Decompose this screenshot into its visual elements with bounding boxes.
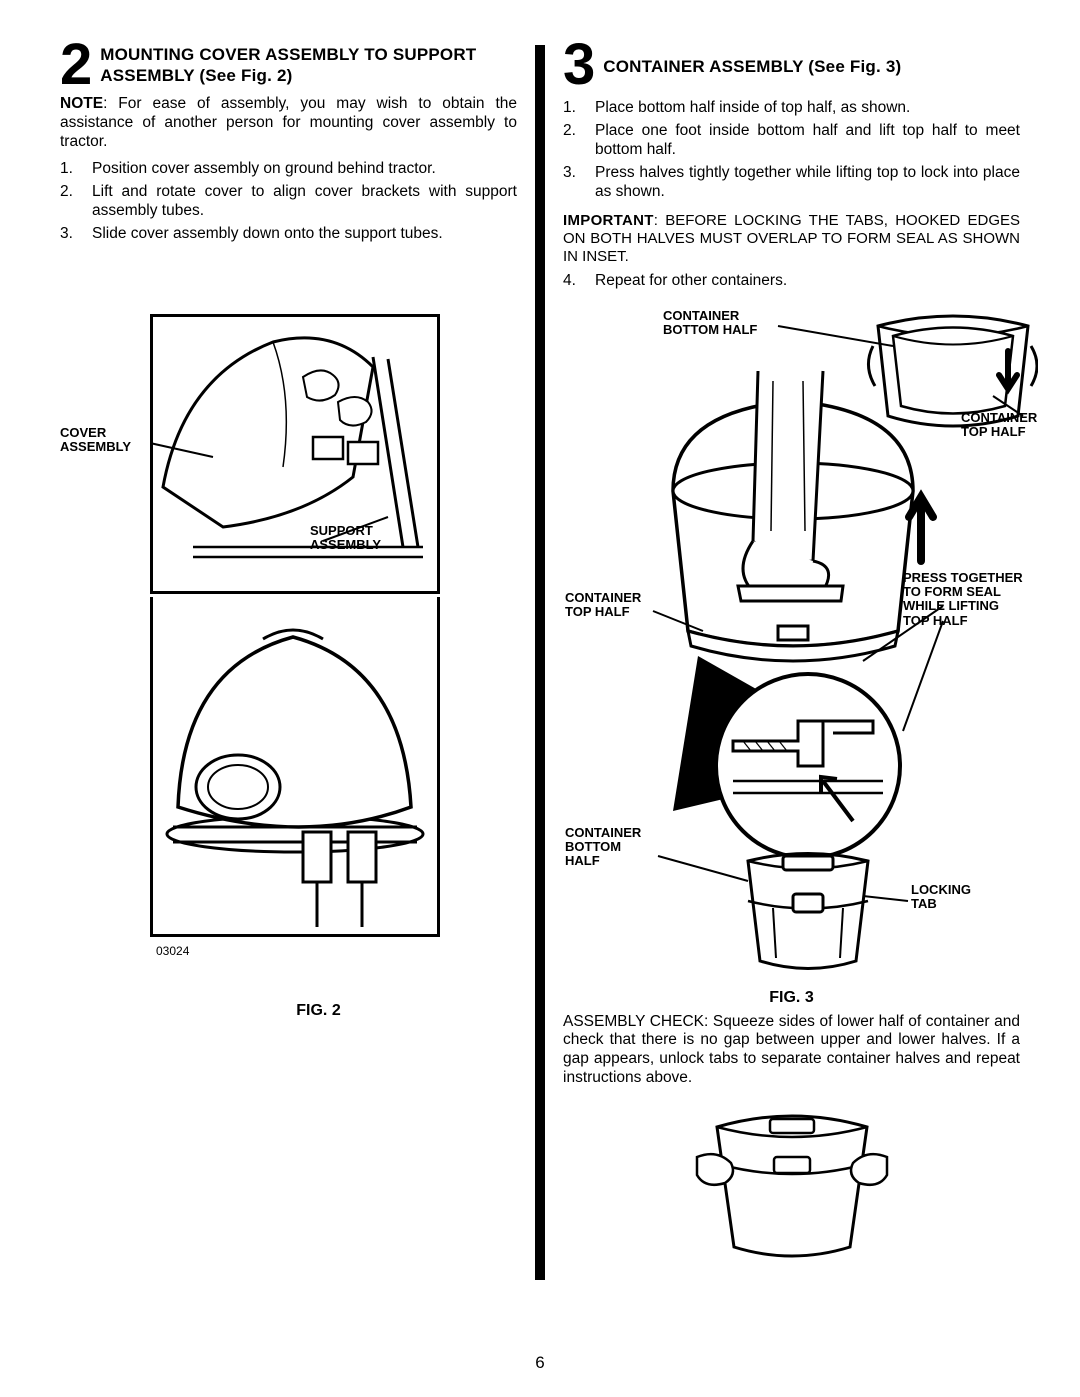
list-item: 2.Place one foot inside bottom half and …	[563, 122, 1020, 160]
note-text: : For ease of assembly, you may wish to …	[60, 95, 517, 150]
label-cover-assembly: COVER ASSEMBLY	[60, 426, 131, 455]
left-column: 2 MOUNTING COVER ASSEMBLY TO SUPPORT ASS…	[50, 40, 535, 1320]
label-support-assembly: SUPPORT ASSEMBLY	[310, 524, 381, 553]
list-item: 1.Place bottom half inside of top half, …	[563, 99, 1020, 118]
list-item: 3.Press halves tightly together while li…	[563, 164, 1020, 202]
section-3-step4: 4.Repeat for other containers.	[563, 272, 1020, 291]
assembly-check-text: ASSEMBLY CHECK: Squeeze sides of lower h…	[563, 1013, 1020, 1087]
list-item: 1.Position cover assembly on ground behi…	[60, 160, 517, 179]
label-container-top-half-left: CONTAINER TOP HALF	[565, 591, 641, 620]
section-3-title: CONTAINER ASSEMBLY (See Fig. 3)	[603, 40, 901, 77]
important-label: IMPORTANT	[563, 212, 654, 229]
label-container-bottom-half-lower: CONTAINER BOTTOM HALF	[565, 826, 641, 869]
diagram-cover-mount-1	[153, 317, 437, 591]
important-note: IMPORTANT: BEFORE LOCKING THE TABS, HOOK…	[563, 212, 1020, 266]
figure-3-caption: FIG. 3	[563, 989, 1020, 1007]
label-locking-tab: LOCKING TAB	[911, 883, 971, 912]
diagram-cover-mount-2	[153, 597, 437, 934]
section-2-note: NOTE: For ease of assembly, you may wish…	[60, 95, 517, 152]
diagram-assembly-check	[692, 1097, 892, 1267]
assembly-check-figure	[692, 1097, 892, 1267]
section-2-title: MOUNTING COVER ASSEMBLY TO SUPPORT ASSEM…	[100, 40, 517, 87]
step-number-3: 3	[563, 40, 593, 89]
section-3-header: 3 CONTAINER ASSEMBLY (See Fig. 3)	[563, 40, 1020, 89]
section-3-steps: 1.Place bottom half inside of top half, …	[563, 99, 1020, 202]
column-divider	[535, 45, 545, 1280]
figure-2-panel-1	[150, 314, 440, 594]
figure-2-panel-2	[150, 597, 440, 937]
label-container-top-half-top: CONTAINER TOP HALF	[961, 411, 1037, 440]
list-item: 3.Slide cover assembly down onto the sup…	[60, 225, 517, 244]
section-2-header: 2 MOUNTING COVER ASSEMBLY TO SUPPORT ASS…	[60, 40, 517, 89]
figure-2-caption: FIG. 2	[120, 1002, 517, 1020]
label-press-together: PRESS TOGETHER TO FORM SEAL WHILE LIFTIN…	[903, 571, 1023, 628]
figure-3: CONTAINER BOTTOM HALF CONTAINER TOP HALF…	[563, 301, 1020, 981]
list-item: 4.Repeat for other containers.	[563, 272, 1020, 291]
diagram-container-assembly	[563, 301, 1038, 981]
page-columns: 2 MOUNTING COVER ASSEMBLY TO SUPPORT ASS…	[50, 40, 1030, 1320]
note-label: NOTE	[60, 95, 103, 112]
section-2-steps: 1.Position cover assembly on ground behi…	[60, 160, 517, 244]
figure-2: COVER ASSEMBLY	[60, 314, 517, 994]
figure-2-part-number: 03024	[156, 944, 189, 958]
list-item: 2.Lift and rotate cover to align cover b…	[60, 183, 517, 221]
right-column: 3 CONTAINER ASSEMBLY (See Fig. 3) 1.Plac…	[545, 40, 1030, 1320]
step-number-2: 2	[60, 40, 90, 89]
page-number: 6	[0, 1353, 1080, 1373]
label-container-bottom-half-top: CONTAINER BOTTOM HALF	[663, 309, 757, 338]
